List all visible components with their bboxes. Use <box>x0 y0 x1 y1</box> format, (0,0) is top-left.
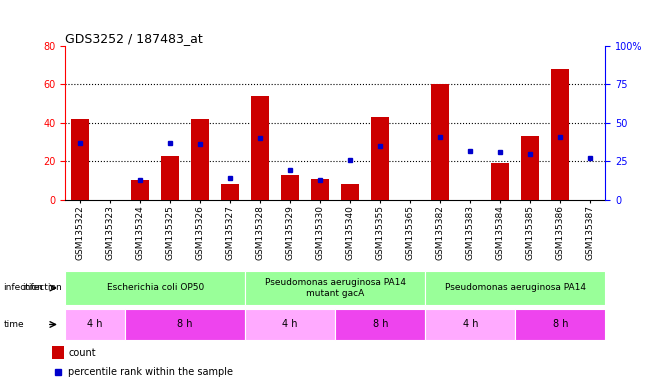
Bar <box>251 96 270 200</box>
Bar <box>425 271 605 305</box>
Text: Escherichia coli OP50: Escherichia coli OP50 <box>107 283 204 293</box>
Text: 4 h: 4 h <box>87 319 103 329</box>
Bar <box>65 309 125 340</box>
Bar <box>551 69 570 200</box>
Bar <box>52 346 64 359</box>
Text: 8 h: 8 h <box>178 319 193 329</box>
Bar <box>71 119 89 200</box>
Text: time: time <box>3 320 24 329</box>
Bar <box>521 136 540 200</box>
Text: GDS3252 / 187483_at: GDS3252 / 187483_at <box>65 32 203 45</box>
Text: infection: infection <box>22 283 62 293</box>
Text: 4 h: 4 h <box>463 319 478 329</box>
Text: 8 h: 8 h <box>553 319 568 329</box>
Bar <box>281 175 299 200</box>
Text: infection: infection <box>3 283 43 293</box>
Text: percentile rank within the sample: percentile rank within the sample <box>68 367 233 377</box>
Bar <box>245 271 425 305</box>
Bar <box>371 117 389 200</box>
Text: count: count <box>68 348 96 358</box>
Bar <box>311 179 329 200</box>
Bar <box>425 309 516 340</box>
Text: 8 h: 8 h <box>372 319 388 329</box>
Bar <box>65 271 245 305</box>
Bar <box>191 119 209 200</box>
Bar <box>492 163 509 200</box>
Bar <box>335 309 425 340</box>
Bar <box>161 156 179 200</box>
Bar <box>432 84 449 200</box>
Bar <box>125 309 245 340</box>
Text: Pseudomonas aeruginosa PA14
mutant gacA: Pseudomonas aeruginosa PA14 mutant gacA <box>265 278 406 298</box>
Bar <box>245 309 335 340</box>
Text: Pseudomonas aeruginosa PA14: Pseudomonas aeruginosa PA14 <box>445 283 586 293</box>
Bar <box>516 309 605 340</box>
Bar <box>221 184 239 200</box>
Bar <box>131 180 149 200</box>
Bar <box>341 184 359 200</box>
Text: 4 h: 4 h <box>283 319 298 329</box>
